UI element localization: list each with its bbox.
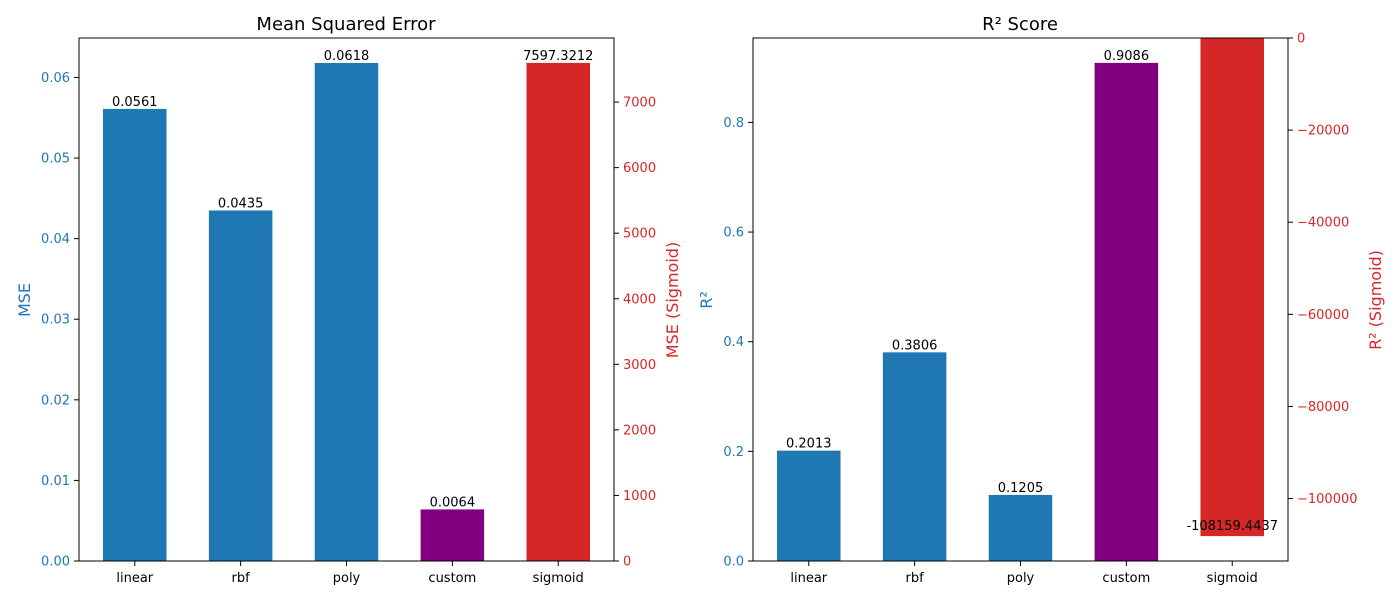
r2-x-tick-label: custom: [1102, 571, 1150, 586]
r2-bar-rbf: [882, 352, 947, 561]
r2-y-tick-label: 0.2: [723, 445, 744, 460]
mse-y2-tick-label: 6000: [623, 161, 656, 176]
r2-bar-poly: [988, 494, 1053, 561]
r2-chart: R² Score 0.2013 0.3806 0.1205 0.9086 -108159…: [697, 14, 1385, 586]
mse-x-tick-label: linear: [116, 571, 153, 586]
mse-x-tick-label: custom: [428, 571, 476, 586]
mse-x-tick-label: poly: [333, 571, 361, 586]
r2-chart-title: R² Score: [982, 14, 1058, 35]
mse-bar-linear: [103, 108, 167, 561]
r2-bar-value-label: 0.2013: [786, 437, 832, 452]
mse-bar-value-label: 0.0435: [218, 196, 264, 211]
mse-y2-axis-label: MSE (Sigmoid): [663, 242, 682, 358]
mse-y-tick-label: 0.02: [41, 393, 70, 408]
mse-y-tick-label: 0.01: [41, 474, 70, 489]
r2-y-tick-label: 0.6: [723, 226, 744, 241]
r2-y-tick-label: 0.0: [723, 555, 744, 570]
mse-bar-sigmoid: [526, 62, 590, 561]
mse-y2-tick-label: 2000: [623, 423, 656, 438]
r2-y-axis-label: R²: [697, 291, 716, 309]
mse-chart-title: Mean Squared Error: [256, 14, 436, 35]
mse-bar-value-label: 0.0561: [112, 95, 158, 110]
mse-bar-value-label: 0.0064: [430, 495, 476, 510]
mse-y2-tick-label: 5000: [623, 227, 656, 242]
mse-x-tick-label: sigmoid: [533, 571, 584, 586]
r2-y2-tick-label: −60000: [1297, 308, 1349, 323]
r2-y2-tick-label: −100000: [1297, 492, 1358, 507]
mse-y-tick-label: 0.06: [41, 71, 70, 86]
mse-x-tick-label: rbf: [232, 571, 251, 586]
r2-bar-value-label: 0.9086: [1104, 49, 1150, 64]
r2-bar-value-label: 0.3806: [892, 338, 938, 353]
r2-y-tick-label: 0.8: [723, 116, 744, 131]
mse-y2-tick-label: 3000: [623, 358, 656, 373]
mse-y2-tick-label: 0: [623, 555, 631, 570]
r2-bar-custom: [1094, 62, 1159, 561]
mse-bar-rbf: [208, 210, 273, 561]
mse-y2-tick-label: 4000: [623, 292, 656, 307]
mse-y-tick-label: 0.05: [41, 152, 70, 167]
r2-y-tick-label: 0.4: [723, 335, 744, 350]
r2-y2-tick-label: 0: [1297, 32, 1305, 47]
r2-x-tick-label: rbf: [906, 571, 925, 586]
mse-chart: Mean Squared Error 0.0561 0.0435 0.0618 0.0…: [15, 14, 682, 586]
r2-bar-value-label: 0.1205: [998, 481, 1044, 496]
mse-bar-poly: [314, 62, 379, 562]
r2-y2-tick-label: −20000: [1297, 124, 1349, 139]
mse-y-tick-label: 0.00: [41, 555, 70, 570]
r2-y2-tick-label: −40000: [1297, 216, 1349, 231]
mse-bar-value-label: 7597.3212: [523, 49, 593, 64]
r2-x-tick-label: poly: [1007, 571, 1035, 586]
mse-bar-value-label: 0.0618: [324, 49, 370, 64]
mse-y-tick-label: 0.03: [41, 313, 70, 328]
r2-bar-sigmoid: [1200, 38, 1264, 537]
mse-plot-frame: [78, 37, 615, 562]
r2-bar-value-label: -108159.4437: [1186, 519, 1278, 534]
mse-y2-tick-label: 7000: [623, 96, 656, 111]
mse-bar-custom: [420, 509, 485, 561]
r2-bar-linear: [777, 450, 841, 561]
mse-y-tick-label: 0.04: [41, 232, 70, 247]
r2-x-tick-label: linear: [790, 571, 827, 586]
r2-plot-frame: [752, 37, 1289, 562]
r2-y2-axis-label: R² (Sigmoid): [1366, 250, 1385, 350]
r2-y2-tick-label: −80000: [1297, 400, 1349, 415]
mse-y-axis-label: MSE: [15, 283, 34, 317]
r2-x-tick-label: sigmoid: [1207, 571, 1258, 586]
mse-y2-tick-label: 1000: [623, 489, 656, 504]
